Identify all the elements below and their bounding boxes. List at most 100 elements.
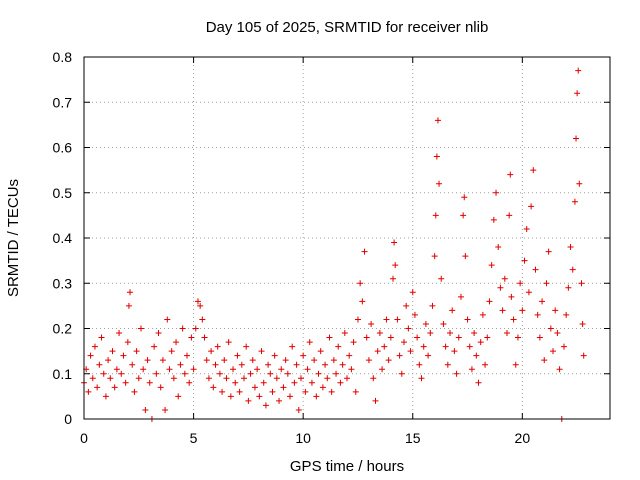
data-point — [363, 334, 370, 341]
data-point — [519, 307, 526, 314]
data-point — [262, 402, 269, 409]
data-point — [271, 352, 278, 359]
data-point — [260, 379, 267, 386]
data-point — [479, 311, 486, 318]
data-point — [287, 393, 294, 400]
data-point — [179, 325, 186, 332]
data-point — [580, 352, 587, 359]
data-point — [396, 352, 403, 359]
data-point — [216, 370, 223, 377]
data-point — [541, 357, 548, 364]
y-tick-label: 0 — [64, 411, 72, 427]
data-point — [192, 325, 199, 332]
data-point — [337, 379, 344, 386]
data-point — [276, 397, 283, 404]
data-point — [495, 244, 502, 251]
data-point — [418, 375, 425, 382]
data-point — [300, 352, 307, 359]
data-points — [81, 67, 587, 422]
data-point — [85, 388, 92, 395]
data-point — [376, 330, 383, 337]
data-point — [232, 379, 239, 386]
data-point — [499, 307, 506, 314]
data-point — [352, 388, 359, 395]
data-point — [175, 393, 182, 400]
data-point — [282, 357, 289, 364]
x-tick-label: 20 — [515, 430, 531, 446]
data-point — [539, 298, 546, 305]
data-point — [523, 225, 530, 232]
data-point — [111, 384, 118, 391]
data-point — [96, 361, 103, 368]
data-point — [236, 388, 243, 395]
data-point — [118, 370, 125, 377]
data-point — [214, 343, 221, 350]
data-point — [122, 379, 129, 386]
data-point — [102, 393, 109, 400]
data-point — [575, 67, 582, 74]
data-point — [278, 366, 285, 373]
data-point — [240, 375, 247, 382]
data-point — [534, 311, 541, 318]
data-point — [100, 370, 107, 377]
data-point — [181, 370, 188, 377]
data-point — [374, 348, 381, 355]
data-point — [194, 298, 201, 305]
data-point — [311, 357, 318, 364]
data-point — [578, 280, 585, 287]
data-point — [144, 357, 151, 364]
data-point — [434, 117, 441, 124]
data-point — [251, 384, 258, 391]
data-point — [98, 334, 105, 341]
data-point — [414, 334, 421, 341]
data-point — [168, 348, 175, 355]
data-point — [425, 352, 432, 359]
data-point — [486, 298, 493, 305]
y-tick-label: 0.6 — [53, 140, 73, 156]
data-point — [387, 334, 394, 341]
data-point — [429, 302, 436, 309]
data-point — [576, 180, 583, 187]
data-point — [440, 320, 447, 327]
data-point — [545, 248, 552, 255]
data-point — [293, 361, 300, 368]
data-point — [484, 334, 491, 341]
data-point — [536, 334, 543, 341]
data-point — [466, 343, 473, 350]
data-point — [333, 370, 340, 377]
data-point — [391, 239, 398, 246]
data-point — [313, 393, 320, 400]
data-point — [473, 352, 480, 359]
chart-title: Day 105 of 2025, SRMTID for receiver nli… — [206, 19, 489, 36]
data-point — [319, 384, 326, 391]
data-point — [368, 320, 375, 327]
data-point — [94, 384, 101, 391]
y-tick-label: 0.3 — [53, 275, 73, 291]
data-point — [528, 203, 535, 210]
data-point — [339, 361, 346, 368]
y-tick-label: 0.7 — [53, 94, 73, 110]
data-point — [346, 352, 353, 359]
data-point — [297, 375, 304, 382]
data-point — [265, 361, 272, 368]
data-point — [510, 316, 517, 323]
data-point — [129, 361, 136, 368]
data-point — [447, 330, 454, 337]
data-point — [328, 388, 335, 395]
data-point — [186, 379, 193, 386]
y-tick-labels: 0 0.1 0.2 0.3 0.4 0.5 0.6 0.7 0.8 — [53, 49, 73, 427]
data-point — [565, 284, 572, 291]
data-point — [109, 348, 116, 355]
data-point — [381, 343, 388, 350]
data-point — [501, 275, 508, 282]
data-point — [315, 370, 322, 377]
data-point — [322, 361, 329, 368]
data-point — [507, 171, 514, 178]
data-point — [107, 375, 114, 382]
data-point — [416, 361, 423, 368]
data-point — [205, 375, 212, 382]
data-point — [289, 343, 296, 350]
data-point — [142, 406, 149, 413]
x-tick-label: 0 — [80, 430, 88, 446]
